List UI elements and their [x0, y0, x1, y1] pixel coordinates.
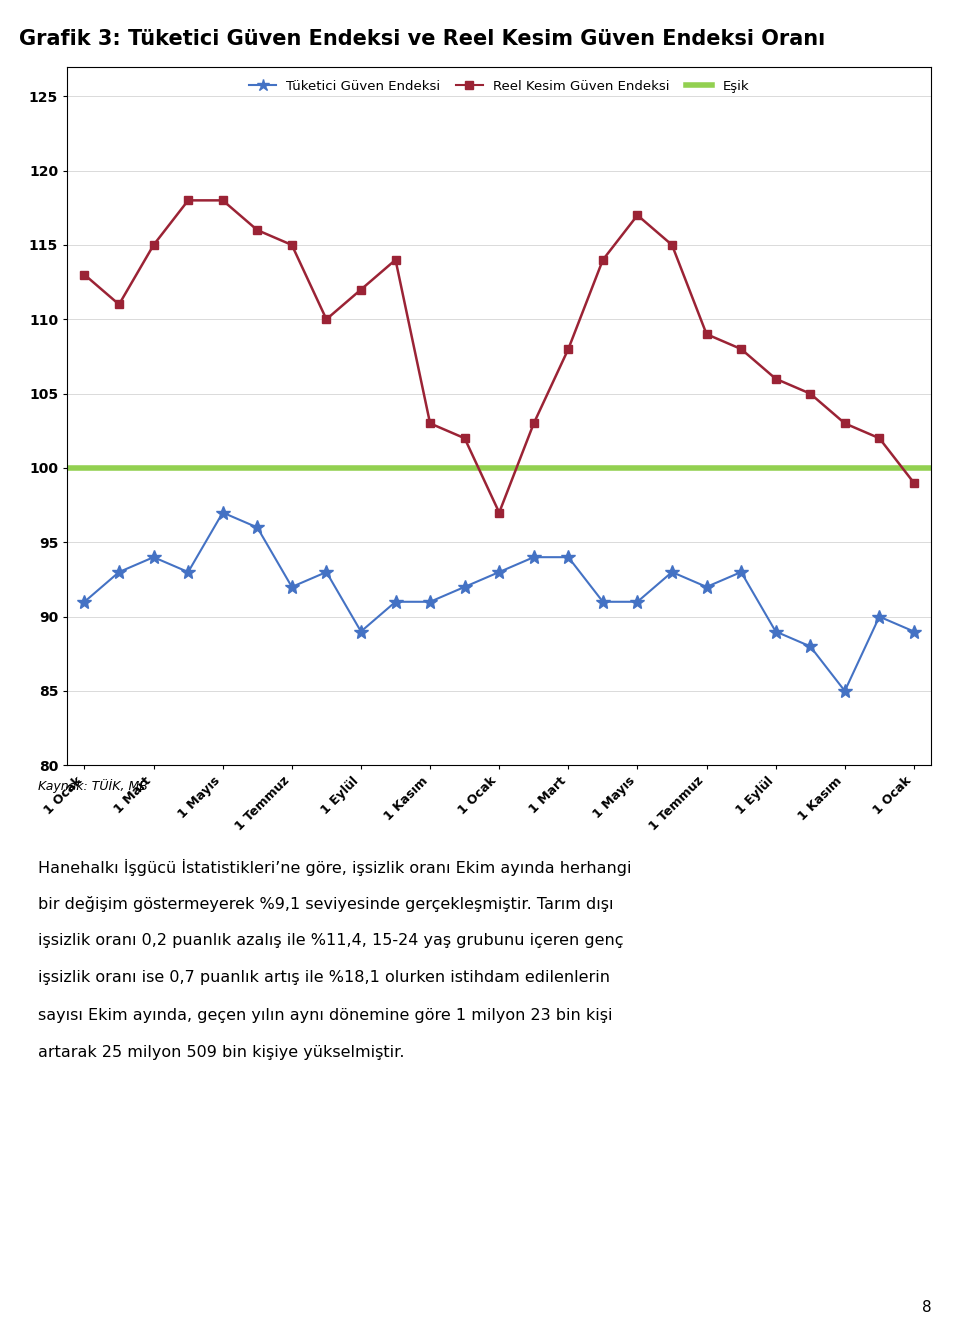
Text: Kaynak: TÜİK, MB: Kaynak: TÜİK, MB	[38, 779, 148, 792]
Legend: Tüketici Güven Endeksi, Reel Kesim Güven Endeksi, Eşik: Tüketici Güven Endeksi, Reel Kesim Güven…	[243, 73, 756, 100]
Text: sayısı Ekim ayında, geçen yılın aynı dönemine göre 1 milyon 23 bin kişi: sayısı Ekim ayında, geçen yılın aynı dön…	[38, 1008, 612, 1022]
Text: artarak 25 milyon 509 bin kişiye yükselmiştir.: artarak 25 milyon 509 bin kişiye yükselm…	[38, 1045, 405, 1059]
Text: işsizlik oranı ise 0,7 puanlık artış ile %18,1 olurken istihdam edilenlerin: işsizlik oranı ise 0,7 puanlık artış ile…	[38, 970, 611, 985]
Text: bir değişim göstermeyerek %9,1 seviyesinde gerçekleşmiştir. Tarım dışı: bir değişim göstermeyerek %9,1 seviyesin…	[38, 896, 613, 912]
Text: Grafik 3: Tüketici Güven Endeksi ve Reel Kesim Güven Endeksi Oranı: Grafik 3: Tüketici Güven Endeksi ve Reel…	[19, 29, 826, 49]
Text: 8: 8	[922, 1300, 931, 1315]
Text: Hanehalkı İşgücü İstatistikleri’ne göre, işsizlik oranı Ekim ayında herhangi: Hanehalkı İşgücü İstatistikleri’ne göre,…	[38, 858, 632, 876]
Text: işsizlik oranı 0,2 puanlık azalış ile %11,4, 15-24 yaş grubunu içeren genç: işsizlik oranı 0,2 puanlık azalış ile %1…	[38, 933, 624, 948]
